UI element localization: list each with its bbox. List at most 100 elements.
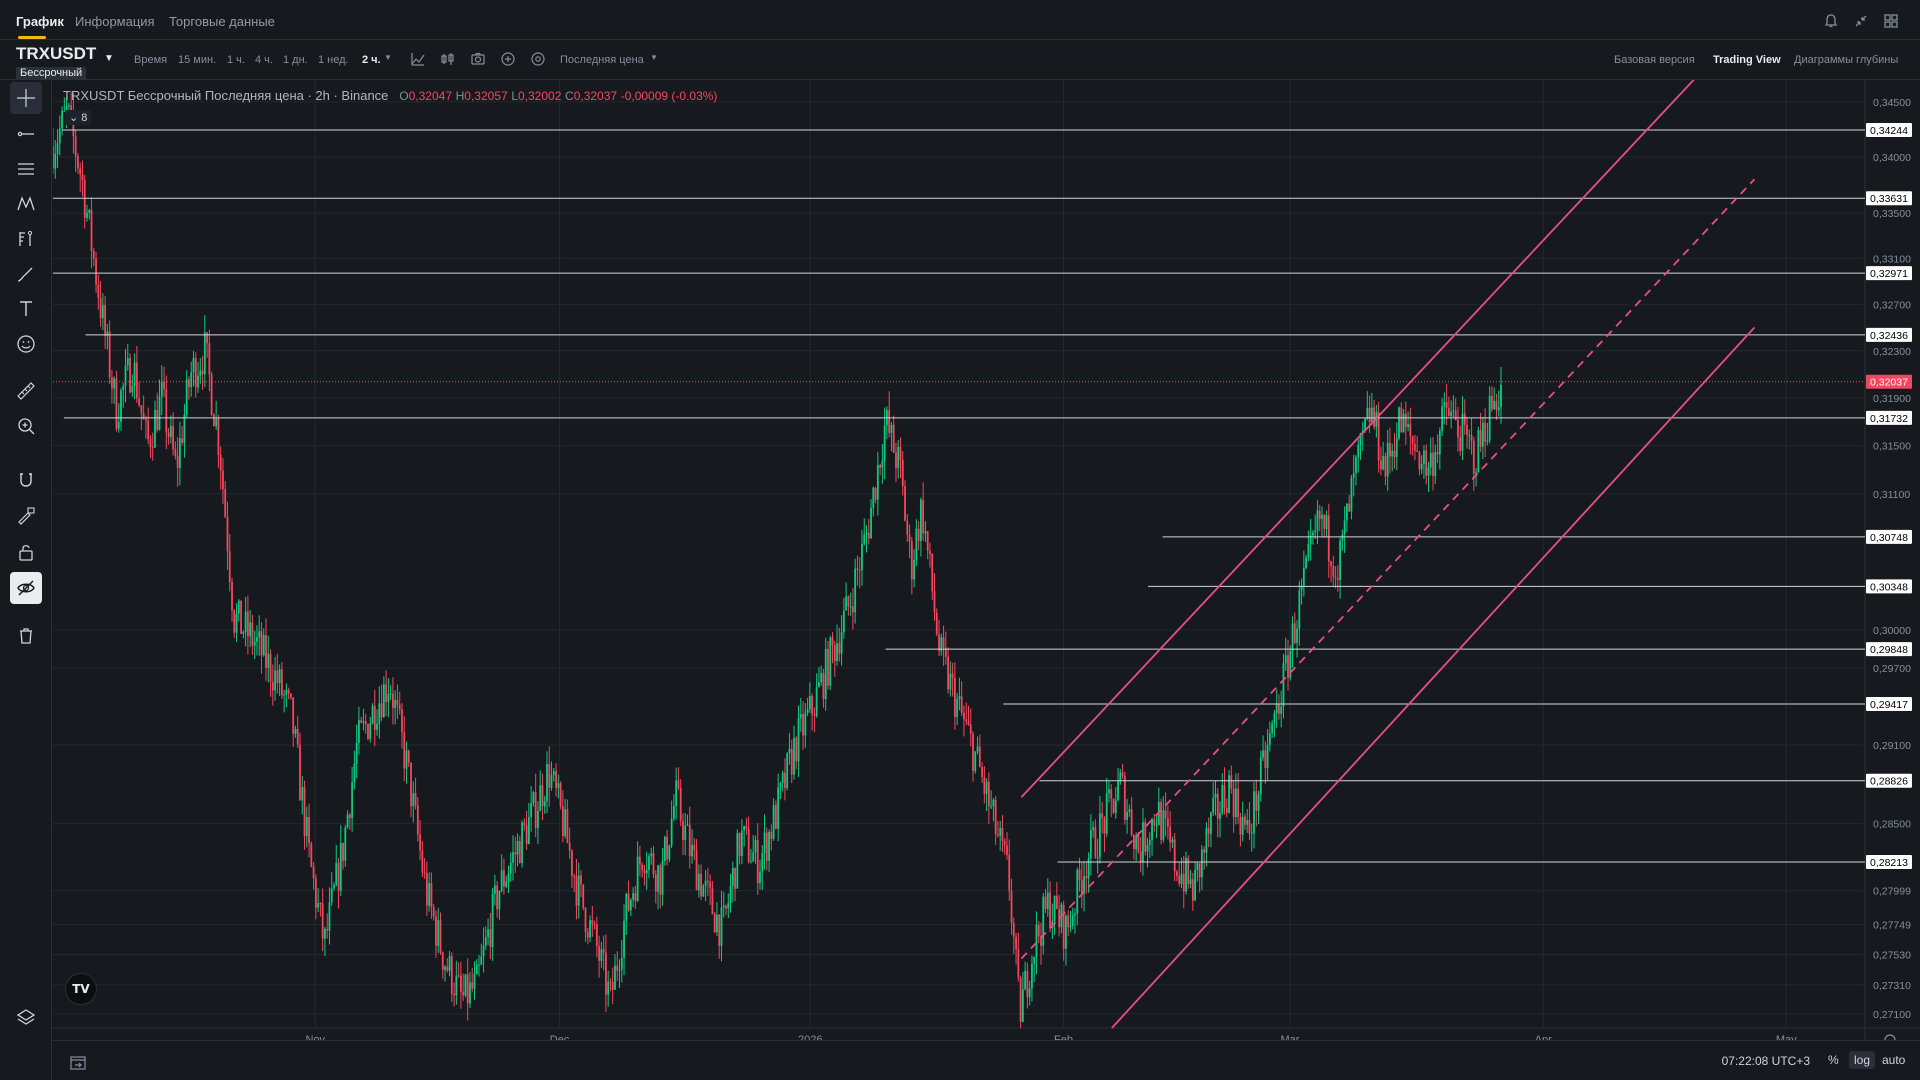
timeframe-chevron-down-icon[interactable]: ▼ — [384, 53, 392, 62]
candle-body — [774, 805, 777, 829]
candle-body — [371, 705, 374, 724]
price-type-select[interactable]: Последняя цена — [560, 54, 644, 66]
channel-line — [1020, 178, 1756, 960]
candle-body — [1457, 419, 1459, 438]
candle-body — [278, 669, 281, 684]
candle-body — [267, 653, 270, 668]
candle-body — [897, 447, 900, 469]
fib-tool[interactable] — [10, 223, 42, 255]
price-type-chevron-down-icon[interactable]: ▼ — [650, 53, 658, 62]
candle-body — [138, 398, 141, 406]
candle-body — [1049, 892, 1051, 928]
layout-grid-icon[interactable] — [1882, 12, 1900, 30]
candle-body — [1341, 534, 1344, 541]
candle-body — [1180, 873, 1183, 884]
view-depth-chart[interactable]: Диаграммы глубины — [1794, 54, 1899, 66]
candle-body — [1110, 789, 1113, 799]
brush-tool[interactable] — [10, 258, 42, 290]
camera-icon[interactable] — [469, 50, 487, 68]
crosshair-tool[interactable] — [10, 82, 42, 114]
candle-body — [70, 105, 73, 111]
candle-body — [1114, 800, 1117, 813]
timeframe-15m[interactable]: 15 мин. — [178, 54, 217, 66]
price-chart[interactable]: 0,34500 0,34000 0,33500 0,33100 0,32700 0,323… — [53, 80, 1920, 1040]
zoom-in-tool[interactable] — [10, 410, 42, 442]
text-tool[interactable] — [10, 293, 42, 325]
candle-body — [987, 781, 990, 807]
candle-body — [333, 885, 335, 889]
indicator-toggle[interactable]: ⌄ 8 — [65, 110, 92, 125]
view-tradingview[interactable]: Trading View — [1713, 54, 1781, 66]
candle-body — [1450, 411, 1453, 417]
candle-body — [122, 385, 125, 391]
chart-type-icon[interactable] — [409, 50, 427, 68]
candle-body — [1101, 813, 1104, 819]
candle-body — [1452, 410, 1455, 412]
timeframe-1w[interactable]: 1 нед. — [318, 54, 349, 66]
draw-lock-tool[interactable] — [10, 500, 42, 532]
candle-body — [133, 362, 136, 387]
timeframe-1d[interactable]: 1 дн. — [283, 54, 308, 66]
trash-tool[interactable] — [10, 620, 42, 652]
candle-body — [276, 670, 279, 684]
candle-body — [1438, 431, 1441, 455]
candle-body — [790, 749, 793, 775]
candle-body — [1475, 472, 1477, 474]
timeframe-2h[interactable]: 2 ч. — [362, 54, 381, 66]
candle-body — [947, 656, 949, 690]
candle-body — [534, 792, 537, 829]
layers-tool[interactable] — [10, 1002, 42, 1034]
pattern-tool[interactable] — [10, 188, 42, 220]
tab-info[interactable]: Информация — [75, 14, 155, 29]
candle-body — [1404, 413, 1407, 428]
candle-body — [634, 893, 637, 901]
horizontal-line-tool[interactable] — [10, 118, 42, 150]
view-basic[interactable]: Базовая версия — [1614, 54, 1695, 66]
add-icon[interactable] — [499, 50, 517, 68]
axis-settings-icon[interactable] — [1884, 1034, 1896, 1040]
lock-tool[interactable] — [10, 536, 42, 568]
tradingview-logo[interactable]: TV — [65, 973, 97, 1005]
bell-icon[interactable] — [1822, 12, 1840, 30]
candle-body — [892, 424, 895, 453]
parallel-channel-tool[interactable] — [10, 153, 42, 185]
symbol-selector[interactable]: TRXUSDT — [16, 44, 97, 63]
ruler-tool[interactable] — [10, 375, 42, 407]
candle-body — [1021, 989, 1024, 1022]
candle-body — [659, 865, 662, 895]
candle-body — [482, 945, 485, 957]
candle-body — [550, 775, 553, 788]
timeframe-time[interactable]: Время — [134, 54, 168, 66]
candle-body — [509, 862, 512, 874]
magnet-tool[interactable] — [10, 464, 42, 496]
hide-drawings-tool[interactable] — [10, 572, 42, 604]
candle-body — [77, 156, 79, 169]
candle-body — [1273, 712, 1276, 724]
chevron-down-icon[interactable]: ▼ — [104, 53, 114, 64]
candle-body — [1076, 869, 1079, 914]
y-tick-label: 0,27100 — [1873, 1009, 1911, 1021]
candle-body — [1454, 410, 1457, 420]
candle-body — [861, 543, 863, 571]
candle-body — [548, 764, 551, 788]
log-scale-button[interactable]: log — [1849, 1051, 1876, 1069]
tab-trading-data[interactable]: Торговые данные — [169, 14, 275, 29]
candle-body — [1099, 813, 1101, 858]
candle-body — [1148, 839, 1151, 845]
candle-body — [1055, 895, 1058, 910]
settings-icon[interactable] — [529, 50, 547, 68]
timeframe-4h[interactable]: 4 ч. — [255, 54, 273, 66]
clock[interactable]: 07:22:08 UTC+3 — [1721, 1054, 1810, 1068]
collapse-icon[interactable] — [1852, 12, 1870, 30]
indicators-icon[interactable] — [439, 50, 457, 68]
candle-body — [602, 949, 605, 953]
date-range-icon[interactable] — [69, 1053, 87, 1071]
candle-body — [571, 850, 573, 876]
candle-body — [586, 932, 589, 938]
auto-scale-button[interactable]: auto — [1882, 1053, 1906, 1067]
chart-area[interactable]: 0,34500 0,34000 0,33500 0,33100 0,32700 0,323… — [53, 80, 1920, 1040]
emoji-tool[interactable] — [10, 328, 42, 360]
percent-scale-button[interactable]: % — [1828, 1053, 1839, 1067]
tab-chart[interactable]: График — [16, 14, 64, 29]
timeframe-1h[interactable]: 1 ч. — [227, 54, 245, 66]
